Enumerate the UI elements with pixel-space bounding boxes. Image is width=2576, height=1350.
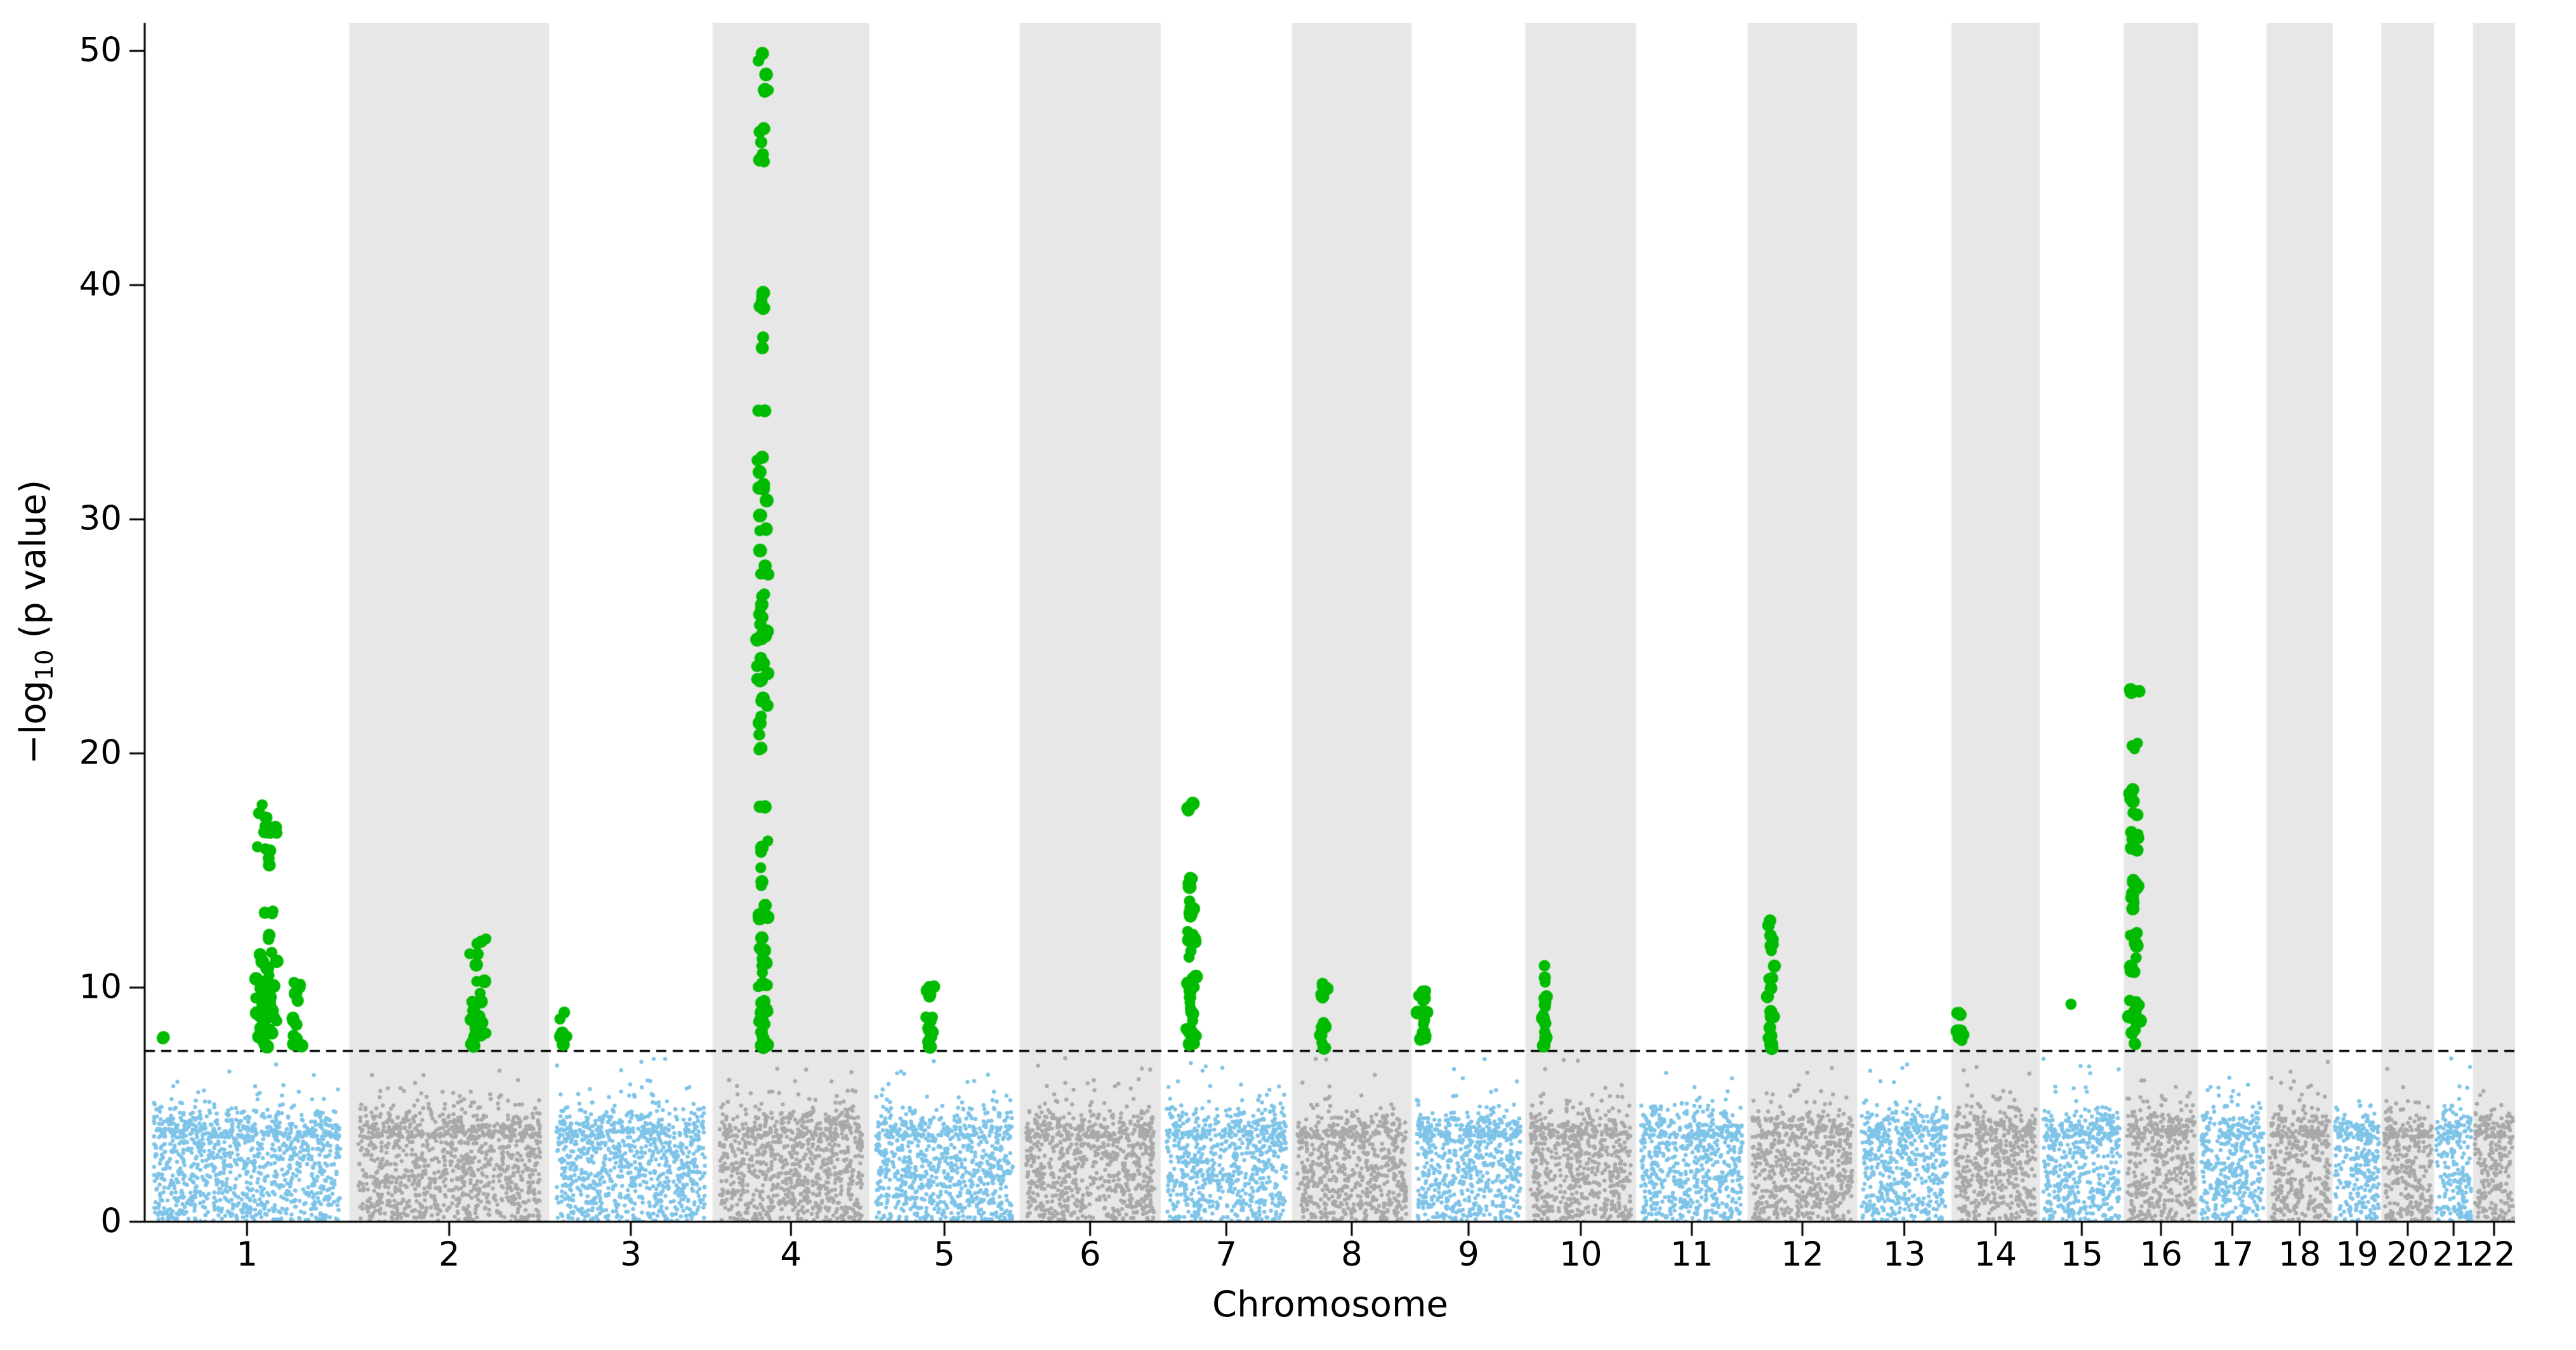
x-axis-tick-label: 2 bbox=[439, 1235, 460, 1274]
x-axis-tick-label: 22 bbox=[2473, 1235, 2516, 1274]
x-axis-tick-label: 11 bbox=[1670, 1235, 1714, 1274]
x-axis-tick-label: 16 bbox=[2139, 1235, 2183, 1274]
x-axis-tick-label: 9 bbox=[1458, 1235, 1479, 1274]
x-axis-tick-label: 21 bbox=[2432, 1235, 2475, 1274]
y-axis-tick-label: 30 bbox=[79, 499, 122, 538]
x-axis-tick-label: 5 bbox=[934, 1235, 956, 1274]
x-axis-tick-label: 17 bbox=[2210, 1235, 2254, 1274]
x-axis-tick-label: 8 bbox=[1341, 1235, 1363, 1274]
y-axis-tick-label: 40 bbox=[79, 265, 122, 304]
y-axis-tick-label: 20 bbox=[79, 733, 122, 772]
y-axis-tick-label: 50 bbox=[79, 30, 122, 70]
x-axis-tick-label: 3 bbox=[620, 1235, 642, 1274]
x-axis-tick-label: 1 bbox=[236, 1235, 258, 1274]
x-axis-tick-label: 6 bbox=[1079, 1235, 1101, 1274]
x-axis-tick-label: 20 bbox=[2386, 1235, 2429, 1274]
x-axis-tick-label: 18 bbox=[2278, 1235, 2322, 1274]
x-axis-tick-label: 13 bbox=[1882, 1235, 1926, 1274]
x-axis-label: Chromosome bbox=[1212, 1284, 1448, 1325]
y-axis-label-subscript: 10 bbox=[30, 649, 59, 680]
x-axis-tick-label: 4 bbox=[780, 1235, 802, 1274]
x-axis-tick-label: 19 bbox=[2335, 1235, 2379, 1274]
x-axis-tick-label: 15 bbox=[2060, 1235, 2103, 1274]
x-axis-tick-label: 10 bbox=[1559, 1235, 1602, 1274]
x-axis-tick-label: 7 bbox=[1215, 1235, 1238, 1274]
y-axis-tick-label: 10 bbox=[79, 967, 122, 1007]
x-axis-tick-label: 12 bbox=[1781, 1235, 1824, 1274]
x-axis-tick-label: 14 bbox=[1974, 1235, 2018, 1274]
y-axis-tick-label: 0 bbox=[100, 1201, 122, 1241]
